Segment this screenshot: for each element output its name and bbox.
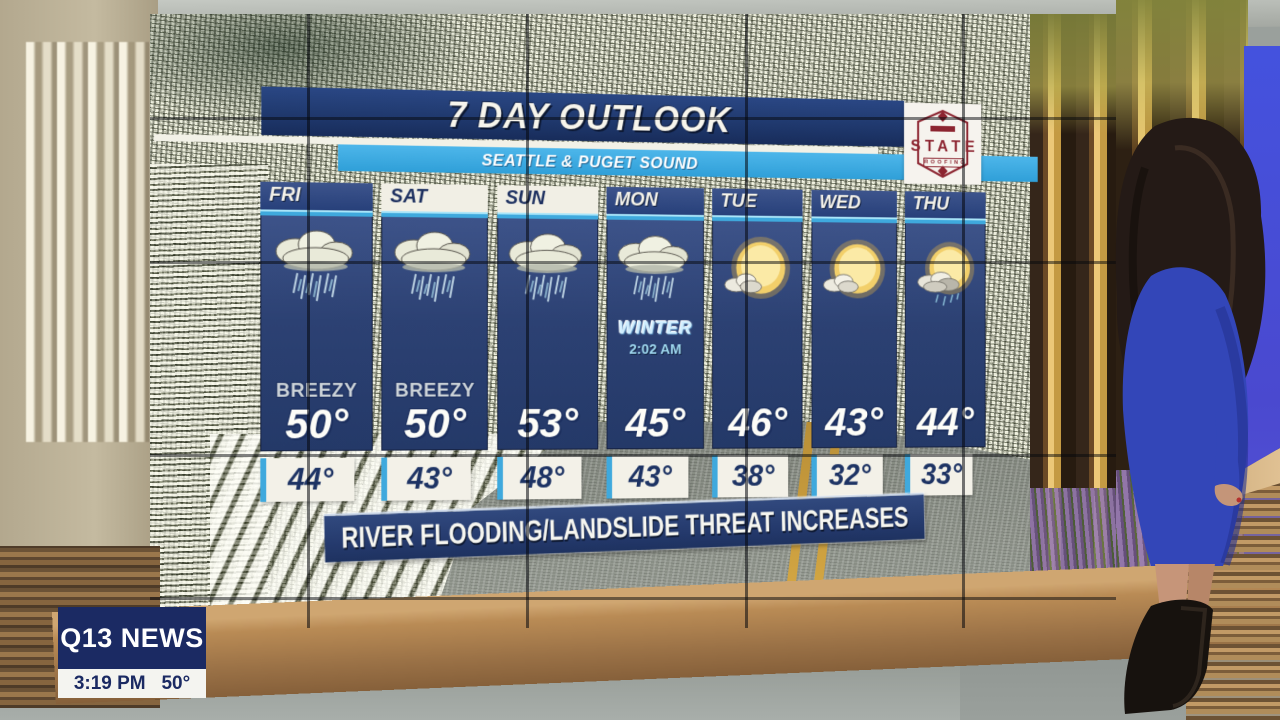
weather-icon (263, 221, 370, 317)
weather-icon (609, 225, 701, 318)
high-temperature: 44° (916, 399, 974, 445)
high-temperature: 50° (285, 400, 349, 449)
day-label: THU (904, 191, 986, 219)
station-logo: Q13 NEWS (58, 607, 206, 669)
sun-cloud-drizzle-icon (908, 241, 975, 320)
day-label: WED (811, 189, 897, 218)
page-title: 7 DAY OUTLOOK (447, 94, 732, 140)
day-label: SAT (381, 183, 489, 213)
forecast-day-column: WED (811, 189, 897, 497)
high-temperature: 50° (404, 400, 466, 448)
wavy-wall-panel (26, 42, 158, 442)
station-bug: Q13 NEWS 3:19 PM 50° (58, 607, 206, 698)
day-label: SUN (496, 185, 598, 214)
rain-cloud-icon (266, 221, 367, 317)
high-temperature: 43° (825, 399, 883, 446)
day-panel: 53° (496, 218, 598, 450)
low-temperature-box: 33° (904, 453, 973, 496)
forecast-day-column: TUE (712, 188, 803, 498)
winter-event-time: 2:02 AM (629, 341, 682, 358)
low-temperature: 32° (828, 458, 871, 492)
high-temperature: 53° (517, 400, 578, 447)
current-time: 3:19 PM (73, 672, 146, 694)
low-temperature-box: 38° (712, 454, 789, 498)
condition-label: BREEZY (275, 379, 358, 402)
forecast-day-column: THU (904, 191, 986, 496)
day-label: FRI (260, 181, 373, 211)
low-temperature: 43° (628, 459, 672, 494)
presenter-silhouette (1115, 117, 1266, 714)
current-temperature: 50° (161, 672, 191, 694)
day-label: TUE (712, 188, 803, 217)
forest-canopy (1030, 14, 1116, 134)
condition-label: BREEZY (395, 379, 476, 402)
high-temperature: 45° (625, 399, 686, 447)
sponsor-tagline: ROOFING (923, 157, 968, 168)
low-temperature: 38° (732, 458, 775, 493)
day-panel: WINTER 2:02 AM 45° (606, 219, 704, 450)
rain-cloud-icon (500, 224, 595, 318)
weather-icon (715, 227, 800, 319)
weather-icon (908, 229, 983, 320)
time-temp-strip: 3:19 PM 50° (58, 669, 206, 698)
mostly-sunny-icon (814, 239, 885, 299)
day-panel: BREEZY 50° (260, 215, 373, 452)
low-temperature: 44° (287, 461, 334, 497)
rain-cloud-icon (385, 223, 484, 318)
winter-event-label: WINTER (618, 318, 693, 339)
day-panel: 46° (712, 220, 803, 449)
day-label: MON (606, 186, 704, 216)
low-temperature-box: 44° (260, 457, 355, 502)
forecast-day-column: FRI (260, 181, 373, 502)
low-temperature: 33° (920, 457, 963, 491)
weather-presenter (1055, 108, 1280, 720)
sponsor-name: STATE (910, 136, 980, 156)
low-temperature-box: 32° (811, 454, 884, 497)
station-name: Q13 NEWS (60, 622, 204, 653)
weather-icon (814, 228, 894, 320)
rain-cloud-icon (609, 225, 701, 318)
low-temperature-box: 43° (606, 455, 689, 499)
low-temperature: 43° (407, 460, 452, 496)
weather-icon (500, 224, 595, 318)
high-temperature: 46° (728, 399, 788, 446)
day-panel: 43° (811, 222, 897, 449)
low-temperature-box: 43° (381, 456, 472, 501)
forecast-day-column: SAT (381, 183, 489, 501)
day-panel: BREEZY 50° (381, 216, 489, 451)
day-panel: 44° (904, 223, 986, 448)
sponsor-logo-state-roofing: STATE ROOFING (904, 102, 982, 185)
forecast-day-column: SUN (496, 185, 598, 500)
forecast-days-row: FRI (260, 181, 986, 519)
mostly-sunny-icon (715, 236, 791, 300)
seven-day-forecast-graphic: 7 DAY OUTLOOK SEATTLE & PUGET SOUND STAT… (150, 84, 1039, 614)
low-temperature: 48° (520, 460, 565, 495)
forecast-day-column: MON (606, 186, 704, 499)
weather-icon (385, 223, 486, 318)
low-temperature-box: 48° (496, 456, 582, 500)
